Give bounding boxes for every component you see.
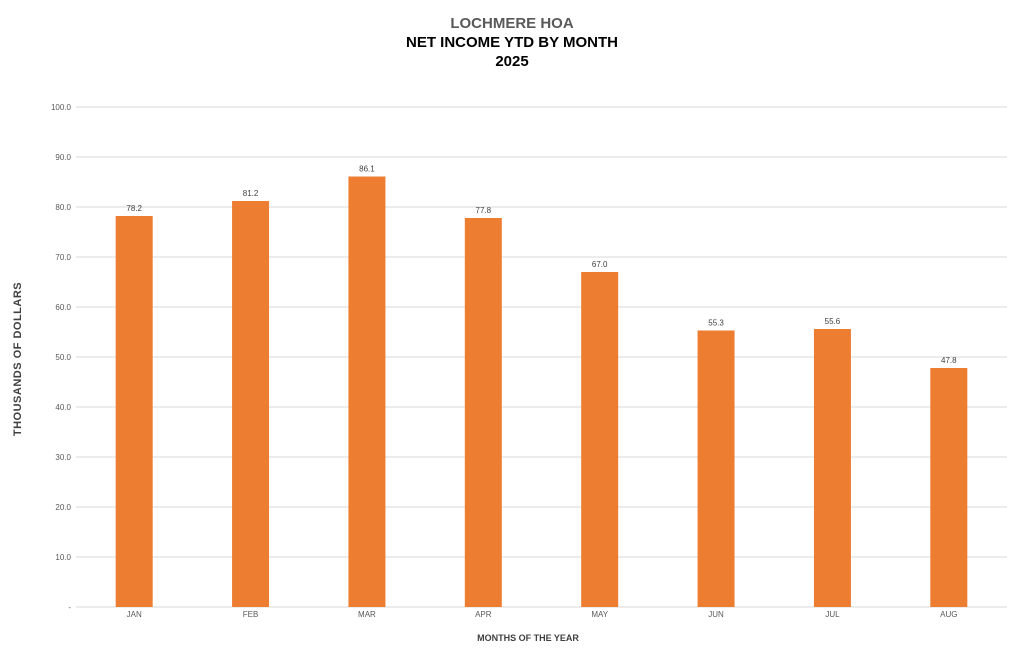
data-label: 81.2 bbox=[243, 189, 259, 198]
y-axis-title: THOUSANDS OF DOLLARS bbox=[12, 282, 24, 436]
y-tick-label: 90.0 bbox=[55, 153, 71, 162]
x-tick-label: JUN bbox=[708, 610, 724, 619]
y-tick-label: 40.0 bbox=[55, 403, 71, 412]
y-tick-label: 60.0 bbox=[55, 303, 71, 312]
y-tick-label: 70.0 bbox=[55, 253, 71, 262]
data-label: 78.2 bbox=[126, 204, 142, 213]
chart-title: LOCHMERE HOA bbox=[450, 15, 574, 32]
bar bbox=[115, 216, 153, 607]
x-tick-label: MAY bbox=[591, 610, 608, 619]
bar bbox=[697, 330, 735, 607]
bar bbox=[813, 329, 851, 607]
bar bbox=[348, 176, 386, 607]
data-label: 86.1 bbox=[359, 165, 375, 174]
gridlines bbox=[76, 106, 1007, 608]
y-tick-label: - bbox=[68, 603, 71, 612]
chart-subtitle: NET INCOME YTD BY MONTH bbox=[406, 34, 618, 51]
y-tick-label: 80.0 bbox=[55, 203, 71, 212]
x-tick-label: JAN bbox=[127, 610, 142, 619]
x-axis-title: MONTHS OF THE YEAR bbox=[477, 633, 579, 643]
y-tick-label: 50.0 bbox=[55, 353, 71, 362]
bar bbox=[464, 218, 502, 607]
data-label: 47.8 bbox=[941, 356, 957, 365]
bars bbox=[115, 176, 968, 607]
bar bbox=[581, 272, 619, 607]
y-tick-label: 20.0 bbox=[55, 503, 71, 512]
y-tick-label: 30.0 bbox=[55, 453, 71, 462]
x-tick-label: JUL bbox=[825, 610, 840, 619]
data-label: 77.8 bbox=[476, 206, 492, 215]
y-axis-ticks: - 10.0 20.0 30.0 40.0 50.0 60.0 70.0 80.0 90.0 100… bbox=[51, 103, 72, 612]
bar bbox=[232, 201, 270, 607]
x-tick-label: APR bbox=[475, 610, 492, 619]
data-label: 55.3 bbox=[708, 319, 724, 328]
x-tick-label: AUG bbox=[940, 610, 957, 619]
bar bbox=[930, 368, 968, 607]
x-tick-label: MAR bbox=[358, 610, 376, 619]
data-label: 67.0 bbox=[592, 260, 608, 269]
y-tick-label: 100.0 bbox=[51, 103, 72, 112]
x-axis-ticks: JAN FEB MAR APR MAY JUN JUL AUG bbox=[127, 610, 958, 619]
data-labels: 78.2 81.2 86.1 77.8 67.0 55.3 55.6 47.8 bbox=[126, 165, 957, 366]
chart-titles: LOCHMERE HOA NET INCOME YTD BY MONTH 202… bbox=[0, 14, 1024, 71]
x-tick-label: FEB bbox=[243, 610, 259, 619]
data-label: 55.6 bbox=[825, 317, 841, 326]
chart-year: 2025 bbox=[495, 53, 529, 70]
y-tick-label: 10.0 bbox=[55, 553, 71, 562]
